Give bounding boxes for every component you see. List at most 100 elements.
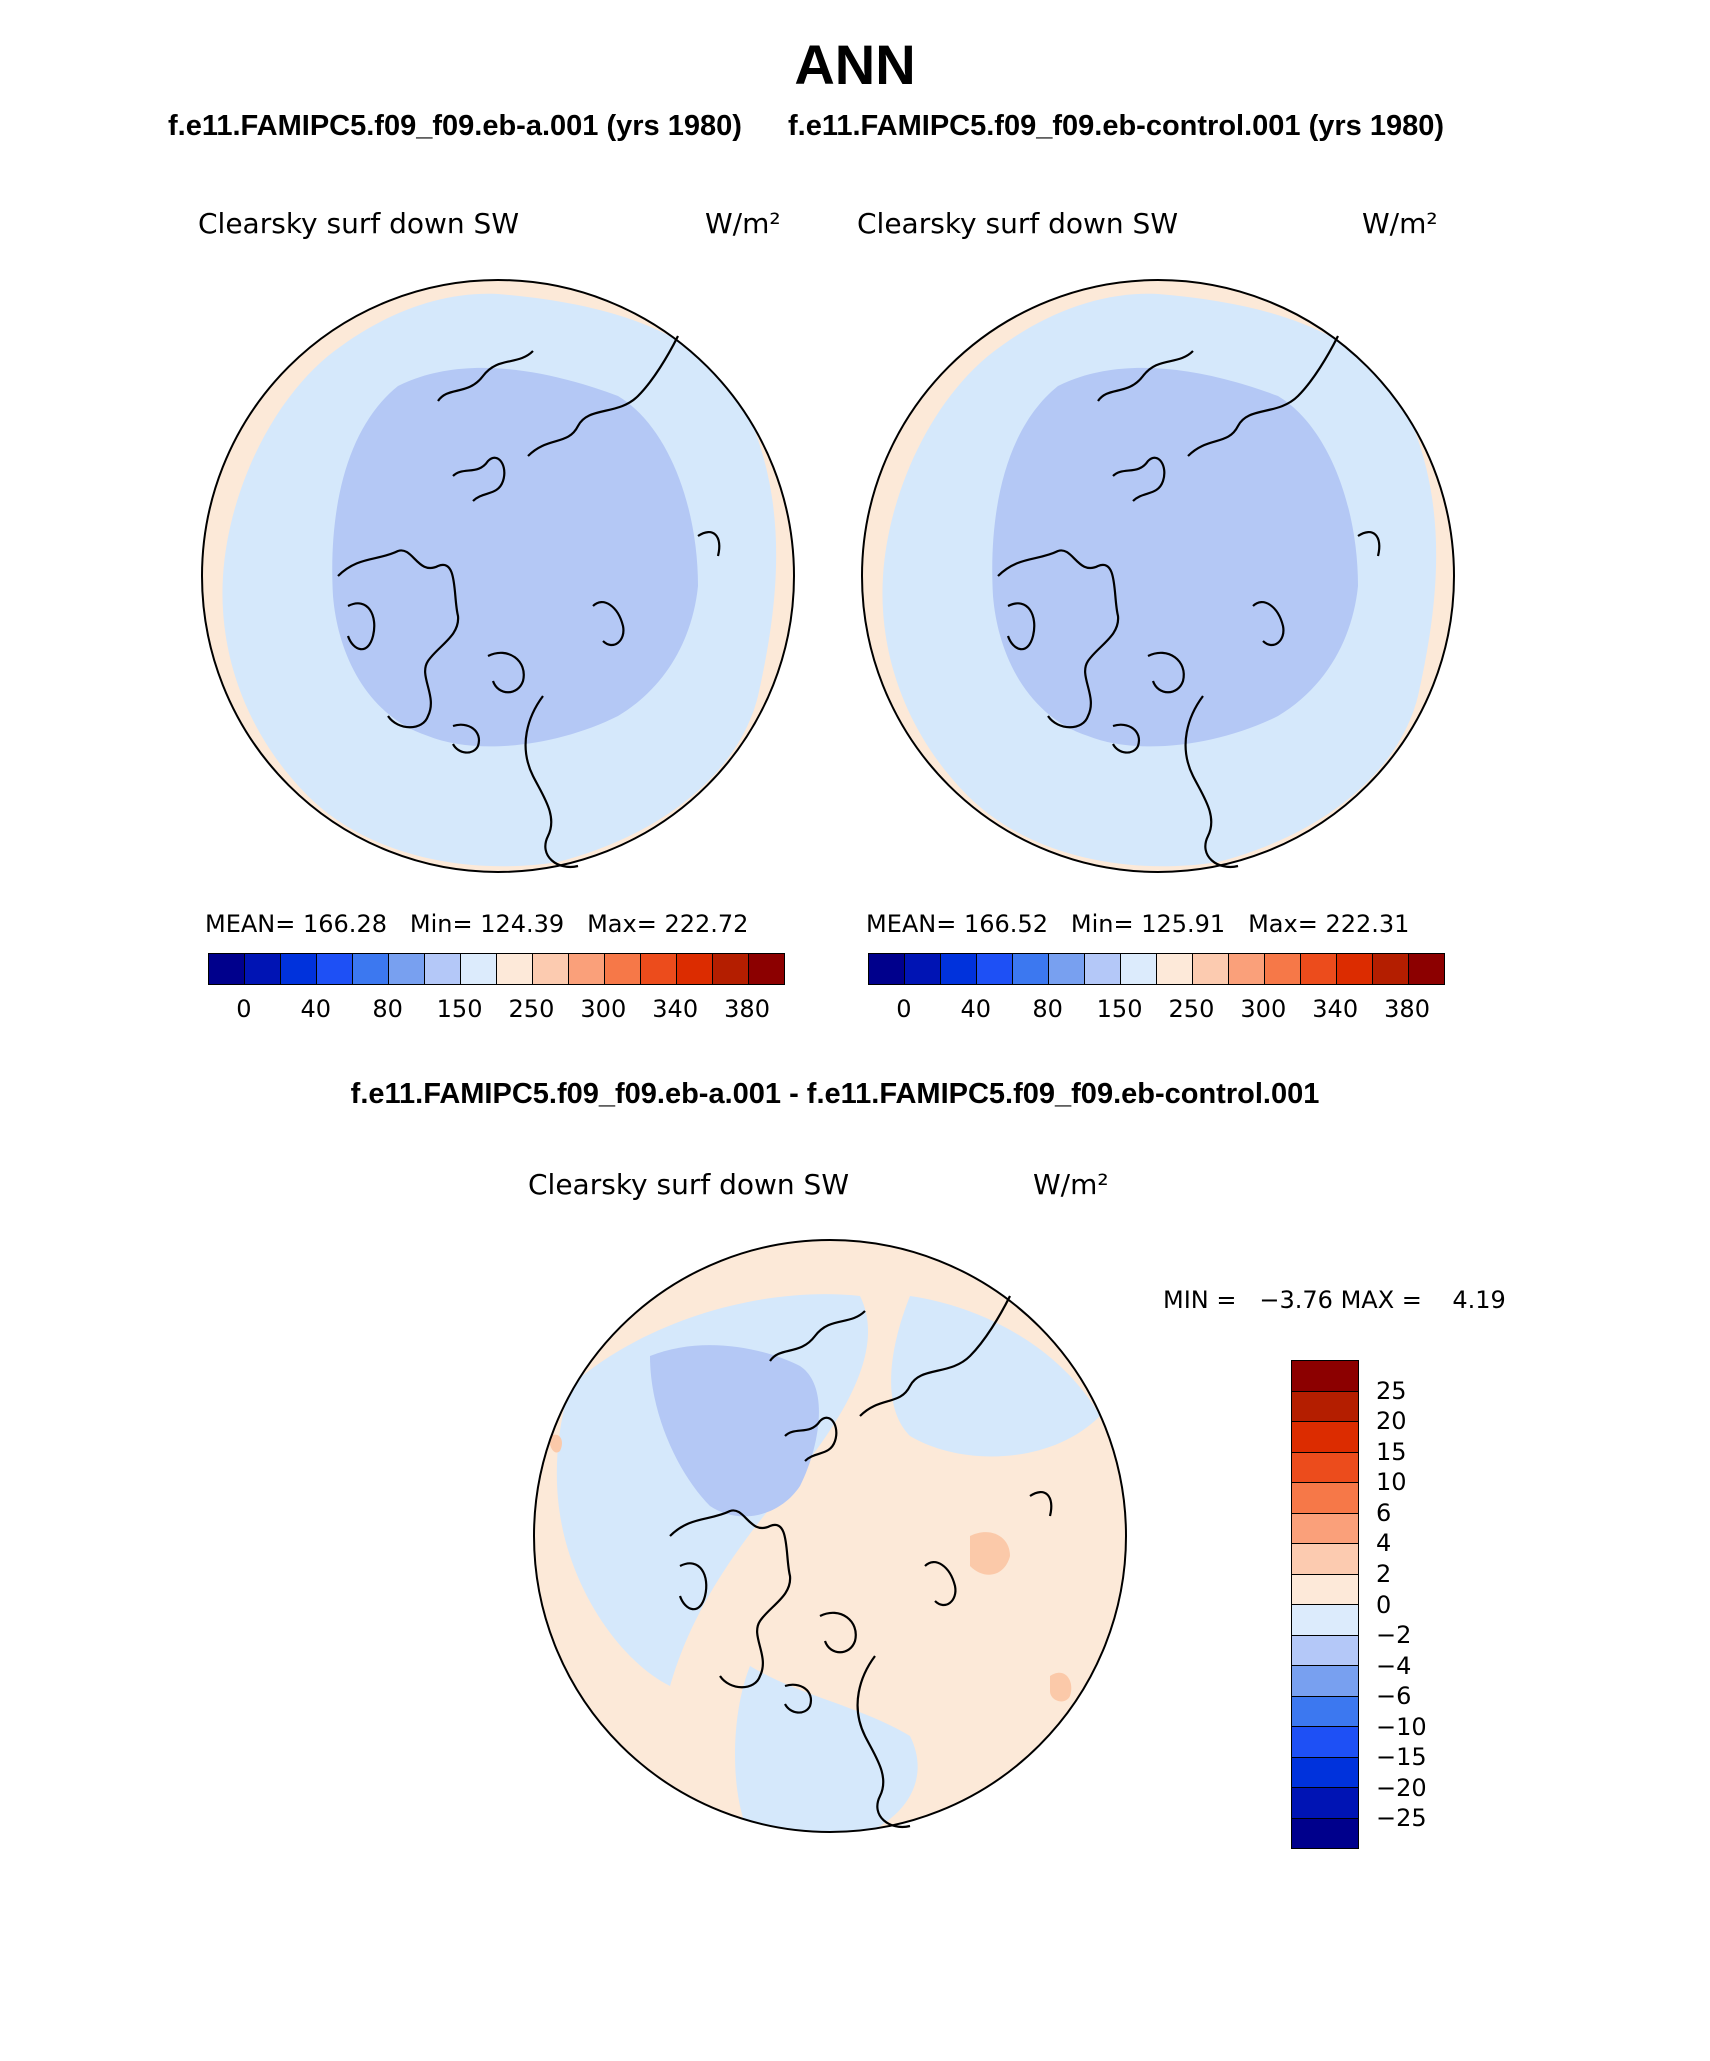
colorbar-swatch: [1121, 954, 1157, 984]
colorbar-swatch: [1292, 1544, 1358, 1575]
colorbar-tick-label: 4: [1376, 1529, 1392, 1558]
colorbar-swatch: [1301, 954, 1337, 984]
colorbar-swatch: [1292, 1757, 1358, 1788]
colorbar-tick-label: 0: [1376, 1590, 1392, 1619]
mean-label-b: MEAN=: [866, 910, 957, 938]
colorbar-swatch: [533, 954, 569, 984]
variable-label-diff: Clearsky surf down SW: [528, 1168, 850, 1201]
variable-label-b: Clearsky surf down SW: [857, 207, 1179, 240]
min-value-a: 124.39: [480, 910, 565, 938]
colorbar-diff: [1291, 1360, 1359, 1849]
colorbar-swatch: [461, 954, 497, 984]
colorbar-tick-label: 2: [1376, 1559, 1392, 1588]
difference-title: f.e11.FAMIPC5.f09_f09.eb-a.001 - f.e11.F…: [350, 1078, 1320, 1110]
colorbar-tick-label: −6: [1376, 1682, 1412, 1711]
colorbar-swatch: [869, 954, 905, 984]
case-title-b: f.e11.FAMIPC5.f09_f09.eb-control.001 (yr…: [788, 110, 1445, 142]
map-diff-light-blue-east: [891, 1296, 1100, 1457]
colorbar-swatch: [281, 954, 317, 984]
colorbar-swatch: [905, 954, 941, 984]
colorbar-tick-label: 250: [1168, 995, 1215, 1023]
colorbar-tick-label: 340: [1312, 995, 1359, 1023]
colorbar-tick-label: 40: [300, 995, 332, 1023]
colorbar-swatch: [209, 954, 245, 984]
colorbar-swatch: [497, 954, 533, 984]
colorbar-swatch: [353, 954, 389, 984]
colorbar-b-ticks: 0 40 80 150 250 300 340 380: [868, 995, 1443, 1029]
mean-value-a: 166.28: [303, 910, 387, 938]
colorbar-swatch: [1157, 954, 1193, 984]
colorbar-swatch: [1193, 954, 1229, 984]
polar-map-a: [201, 279, 795, 873]
colorbar-tick-label: 340: [652, 995, 699, 1023]
colorbar-swatch: [1292, 1788, 1358, 1819]
units-label-a: W/m²: [705, 207, 781, 240]
coastlines-a: [337, 335, 721, 869]
colorbar-swatch: [1409, 954, 1444, 984]
map-b-mid-blue-field: [992, 367, 1358, 747]
colorbar-tick-label: 10: [1376, 1468, 1407, 1497]
colorbar-tick-label: 380: [724, 995, 770, 1023]
colorbar-swatch: [1013, 954, 1049, 984]
max-label-a: Max=: [587, 910, 657, 938]
coastlines-b: [997, 335, 1381, 869]
colorbar-swatch: [1292, 1666, 1358, 1697]
colorbar-a: [208, 953, 785, 985]
colorbar-swatch: [677, 954, 713, 984]
units-label-diff: W/m²: [1033, 1168, 1109, 1201]
colorbar-tick-label: 80: [1032, 995, 1063, 1023]
colorbar-tick-label: 15: [1376, 1437, 1407, 1466]
colorbar-tick-label: 6: [1376, 1498, 1392, 1527]
coastlines-diff: [669, 1295, 1053, 1829]
map-diff-light-blue-south: [735, 1666, 918, 1832]
mean-value-b: 166.52: [964, 910, 1048, 938]
map-diff-salmon-patch-1: [970, 1532, 1010, 1575]
colorbar-swatch: [605, 954, 641, 984]
colorbar-swatch: [1292, 1452, 1358, 1483]
colorbar-swatch: [1292, 1361, 1358, 1392]
colorbar-swatch: [1292, 1818, 1358, 1848]
map-a-mid-blue-field: [332, 367, 698, 747]
map-a-outline: [201, 279, 795, 873]
map-b-outline: [861, 279, 1455, 873]
colorbar-swatch: [977, 954, 1013, 984]
colorbar-diff-ticks: 25 20 15 10 6 4 2 0 −2 −4 −6 −10 −15 −20 −25: [1376, 1360, 1456, 1840]
colorbar-tick-label: 40: [960, 995, 992, 1023]
max-label-b: Max=: [1248, 910, 1318, 938]
map-diff-salmon-patch-2: [1050, 1672, 1072, 1702]
colorbar-tick-label: −4: [1376, 1651, 1412, 1680]
colorbar-swatch: [245, 954, 281, 984]
colorbar-swatch: [1265, 954, 1301, 984]
colorbar-b: [868, 953, 1445, 985]
colorbar-swatch: [1337, 954, 1373, 984]
min-value-diff: −3.76: [1259, 1286, 1333, 1314]
mean-label-a: MEAN=: [205, 910, 296, 938]
colorbar-swatch: [1229, 954, 1265, 984]
polar-map-b: [861, 279, 1455, 873]
min-label-b: Min=: [1070, 910, 1134, 938]
colorbar-swatch: [425, 954, 461, 984]
map-diff-outline: [533, 1239, 1127, 1833]
colorbar-tick-label: 80: [372, 995, 403, 1023]
min-value-b: 125.91: [1141, 910, 1226, 938]
colorbar-a-ticks: 0 40 80 150 250 300 340 380: [208, 995, 783, 1029]
colorbar-swatch: [1292, 1513, 1358, 1544]
figure-title: ANN: [794, 33, 916, 96]
max-value-b: 222.31: [1325, 910, 1410, 938]
colorbar-swatch: [1292, 1422, 1358, 1453]
colorbar-swatch: [1085, 954, 1121, 984]
colorbar-swatch: [941, 954, 977, 984]
colorbar-swatch: [569, 954, 605, 984]
colorbar-tick-label: 20: [1376, 1407, 1407, 1436]
colorbar-swatch: [1049, 954, 1085, 984]
colorbar-tick-label: 300: [580, 995, 627, 1023]
colorbar-swatch: [1292, 1574, 1358, 1605]
colorbar-swatch: [713, 954, 749, 984]
map-diff-mid-blue-patch: [650, 1345, 819, 1517]
units-label-b: W/m²: [1362, 207, 1438, 240]
colorbar-swatch: [1292, 1483, 1358, 1514]
colorbar-swatch: [1292, 1391, 1358, 1422]
max-label-diff: MAX =: [1340, 1286, 1422, 1314]
colorbar-tick-label: 300: [1240, 995, 1287, 1023]
colorbar-swatch: [749, 954, 784, 984]
